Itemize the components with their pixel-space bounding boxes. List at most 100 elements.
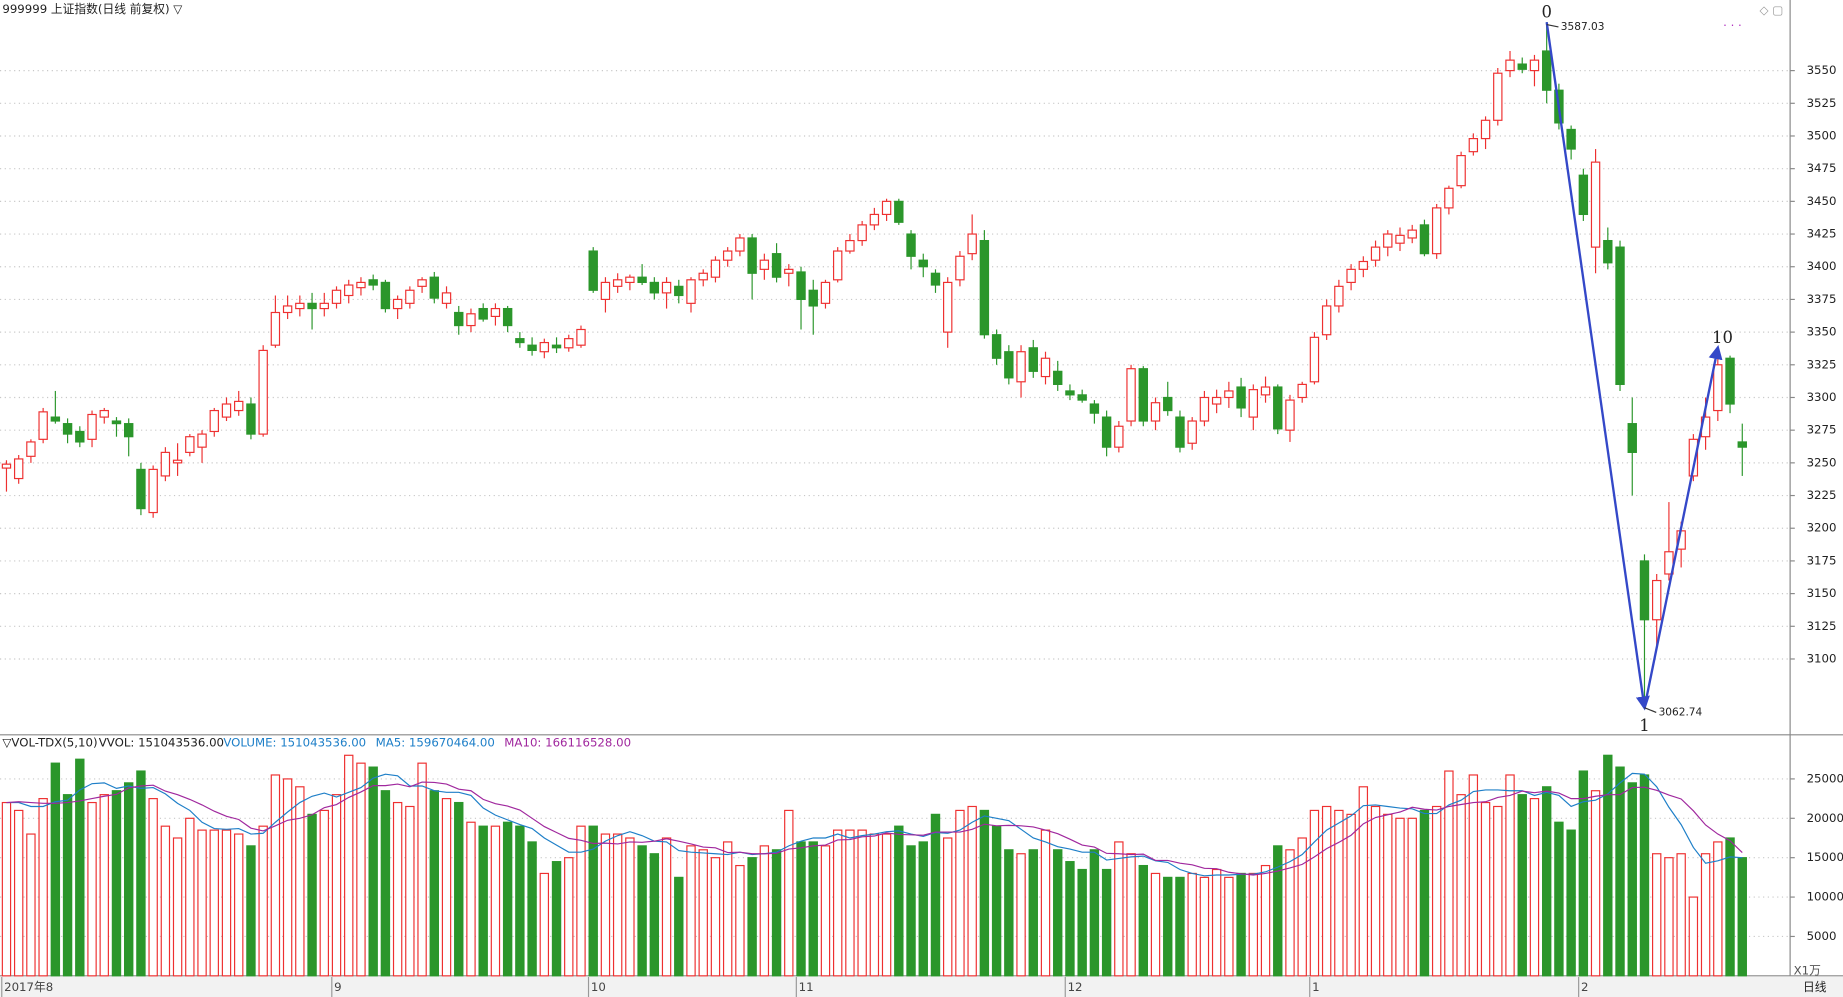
candle-body xyxy=(502,307,513,327)
volume-bar xyxy=(588,825,598,977)
candle-body xyxy=(1590,161,1601,248)
candle-body xyxy=(1725,357,1735,405)
volume-bar xyxy=(1199,876,1210,977)
volume-bar xyxy=(881,833,892,977)
volume-bar xyxy=(906,845,916,977)
candle-body xyxy=(1004,351,1014,379)
x-tick-label: 9 xyxy=(334,980,341,994)
volume-bar xyxy=(625,837,635,977)
volume-bar xyxy=(38,798,48,977)
candle-body xyxy=(1652,579,1662,621)
volume-bar xyxy=(454,801,464,977)
candle-body xyxy=(625,276,635,284)
y-tick-label: 3475 xyxy=(1807,161,1837,175)
candle-body xyxy=(1321,305,1332,336)
volume-bar xyxy=(1334,809,1344,977)
candle-body xyxy=(1346,268,1356,284)
candle-body xyxy=(1273,386,1283,430)
candle-body xyxy=(832,250,843,281)
candle-body xyxy=(857,224,867,242)
volume-bar xyxy=(1285,849,1295,977)
volume-bar xyxy=(50,762,61,977)
volume-bar xyxy=(661,837,672,977)
candle-body xyxy=(270,311,281,346)
candle-body xyxy=(881,200,892,216)
candle-body xyxy=(160,451,171,477)
volume-bar xyxy=(649,853,660,977)
volume-bar xyxy=(735,864,745,977)
volume-bar xyxy=(258,825,268,977)
candle-body xyxy=(392,298,403,310)
y-tick-label: 3125 xyxy=(1807,619,1837,633)
volume-bar xyxy=(943,837,953,977)
candle-body xyxy=(454,311,464,327)
candle-body xyxy=(1224,390,1234,399)
candle-body xyxy=(209,409,219,433)
candle-body xyxy=(307,302,317,310)
candle-body xyxy=(368,279,378,286)
candle-body xyxy=(674,285,684,297)
y-tick-label: 25000 xyxy=(1807,771,1843,785)
candle-body xyxy=(637,276,647,284)
legend-entry: VOLUME: 151043536.00 xyxy=(223,736,366,750)
volume-bar xyxy=(1615,766,1625,977)
volume-bar xyxy=(295,786,305,977)
volume-bar xyxy=(894,825,904,977)
y-tick-label: 3450 xyxy=(1807,194,1837,208)
candle-body xyxy=(1493,72,1503,121)
volume-bar xyxy=(600,833,611,977)
candle-body xyxy=(955,255,965,281)
candle-body xyxy=(1358,260,1369,270)
candle-body xyxy=(1627,423,1637,453)
y-tick-label: 3175 xyxy=(1807,553,1837,567)
volume-bar xyxy=(845,829,855,977)
volume-bar xyxy=(930,813,941,977)
candle-body xyxy=(1053,370,1063,385)
volume-bar xyxy=(515,825,525,977)
volume-bar xyxy=(1114,841,1124,977)
volume-bar xyxy=(1065,861,1075,977)
volume-bar xyxy=(1688,896,1699,977)
candle-body xyxy=(784,268,794,274)
volume-bar xyxy=(1505,774,1515,977)
candle-body xyxy=(331,289,342,304)
volume-bar xyxy=(441,798,452,977)
candle-body xyxy=(722,250,733,261)
y-tick-label: 3425 xyxy=(1807,227,1837,241)
volume-bar xyxy=(1664,857,1674,977)
candle-body xyxy=(991,334,1002,359)
candle-body xyxy=(1175,416,1185,448)
volume-bar xyxy=(1566,829,1576,977)
volume-bar xyxy=(405,805,415,977)
volume-bar xyxy=(674,876,684,977)
date-axis xyxy=(0,977,1843,997)
volume-bar xyxy=(1713,841,1723,977)
candle-body xyxy=(539,341,550,353)
volume-bar xyxy=(1541,786,1552,977)
candle-body xyxy=(62,423,73,435)
candle-body xyxy=(1285,399,1295,431)
volume-bar xyxy=(539,872,550,977)
legend-entry: MA10: 166116528.00 xyxy=(504,736,631,750)
y-tick-label: 3325 xyxy=(1807,357,1837,371)
volume-bar xyxy=(136,770,146,977)
candle-body xyxy=(344,284,354,297)
wave-label: 10 xyxy=(1712,328,1733,347)
volume-bar xyxy=(1260,864,1271,977)
period-label: 日线 xyxy=(1803,980,1827,994)
candle-body xyxy=(99,409,109,418)
candle-body xyxy=(136,468,146,510)
volume-bar xyxy=(612,833,623,977)
candle-body xyxy=(576,328,586,346)
candle-body xyxy=(979,239,990,336)
volume-bar xyxy=(869,833,880,977)
legend-entry: MA5: 159670464.00 xyxy=(376,736,495,750)
x-tick-label: 11 xyxy=(799,980,814,994)
candle-body xyxy=(1101,416,1112,448)
volume-bar xyxy=(698,849,708,977)
candle-body xyxy=(221,403,232,418)
price-leader xyxy=(1546,23,1559,28)
candle-body xyxy=(1566,128,1576,150)
chart-title: 999999 上证指数(日线 前复权) ▽ xyxy=(2,2,182,16)
x-tick-label: 2 xyxy=(1581,980,1588,994)
